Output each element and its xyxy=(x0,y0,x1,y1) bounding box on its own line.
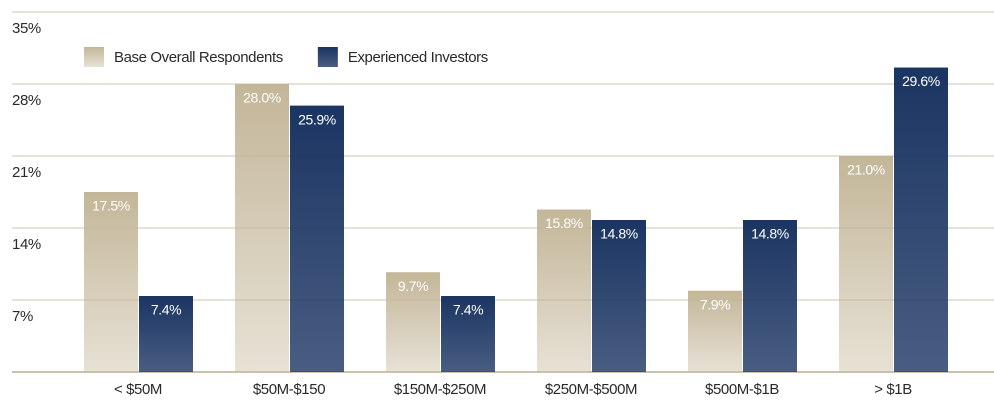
value-label: 7.4% xyxy=(151,302,181,318)
value-label: 14.8% xyxy=(600,225,638,241)
value-label: 28.0% xyxy=(243,90,281,106)
y-tick-label: 35% xyxy=(12,20,41,37)
bar xyxy=(290,105,344,372)
x-tick-label: $250M-$500M xyxy=(545,381,637,398)
value-label: 15.8% xyxy=(545,215,583,231)
value-label: 7.4% xyxy=(453,302,483,318)
value-label: 17.5% xyxy=(92,198,130,214)
legend-label: Experienced Investors xyxy=(348,49,488,66)
x-tick-label: $50M-$150 xyxy=(253,381,325,398)
y-tick-label: 21% xyxy=(12,164,41,181)
bar xyxy=(839,156,893,372)
y-tick-label: 28% xyxy=(12,92,41,109)
value-label: 9.7% xyxy=(398,278,428,294)
legend-swatch xyxy=(84,47,104,67)
bar xyxy=(894,67,948,373)
x-tick-label: $150M-$250M xyxy=(394,381,486,398)
legend-label: Base Overall Respondents xyxy=(114,49,283,66)
x-tick-label: < $50M xyxy=(114,381,162,398)
x-tick-label: > $1B xyxy=(874,381,912,398)
x-tick-label: $500M-$1B xyxy=(705,381,779,398)
bar xyxy=(441,295,495,372)
value-label: 25.9% xyxy=(298,111,336,127)
bar xyxy=(592,219,646,372)
bar xyxy=(84,192,138,372)
legend-swatch xyxy=(317,47,338,67)
bar xyxy=(386,272,440,372)
value-label: 14.8% xyxy=(751,225,789,241)
bar xyxy=(743,219,797,372)
value-label: 21.0% xyxy=(847,162,885,178)
bar xyxy=(235,84,289,372)
bar xyxy=(688,290,742,372)
value-label: 7.9% xyxy=(700,296,730,312)
y-tick-label: 7% xyxy=(12,308,33,325)
bar xyxy=(537,209,591,372)
y-tick-label: 14% xyxy=(12,236,41,253)
value-label: 29.6% xyxy=(902,73,940,89)
bar xyxy=(139,295,193,372)
